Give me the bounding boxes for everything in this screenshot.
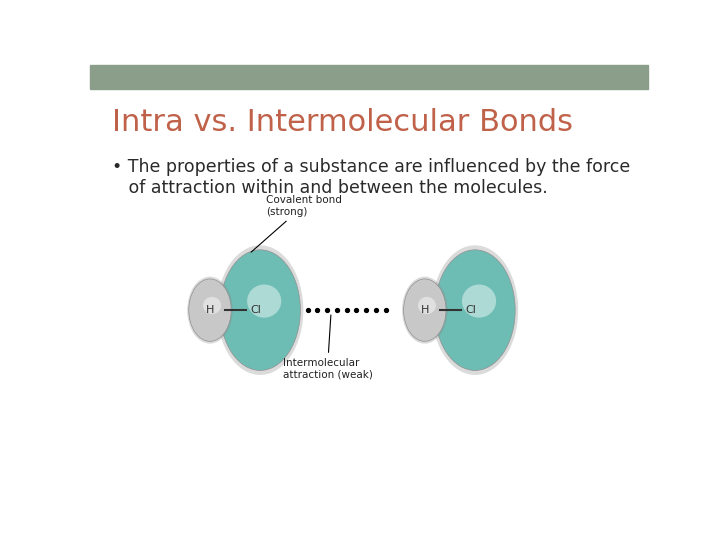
Text: H: H: [206, 305, 214, 315]
Text: Covalent bond
(strong): Covalent bond (strong): [251, 195, 342, 252]
Text: Intermolecular
attraction (weak): Intermolecular attraction (weak): [282, 315, 372, 380]
Text: Cl: Cl: [465, 305, 476, 315]
Ellipse shape: [217, 245, 303, 375]
Ellipse shape: [404, 279, 446, 341]
Text: of attraction within and between the molecules.: of attraction within and between the mol…: [112, 179, 548, 197]
Ellipse shape: [247, 285, 282, 318]
Ellipse shape: [220, 250, 300, 370]
Ellipse shape: [203, 297, 221, 314]
Text: Cl: Cl: [251, 305, 261, 315]
Ellipse shape: [402, 276, 448, 343]
Ellipse shape: [435, 250, 516, 370]
Ellipse shape: [189, 279, 231, 341]
Text: • The properties of a substance are influenced by the force: • The properties of a substance are infl…: [112, 158, 631, 177]
Ellipse shape: [432, 245, 518, 375]
Text: H: H: [420, 305, 429, 315]
Bar: [90, 65, 648, 89]
Text: Intra vs. Intermolecular Bonds: Intra vs. Intermolecular Bonds: [112, 109, 573, 138]
Ellipse shape: [187, 276, 233, 343]
Ellipse shape: [462, 285, 496, 318]
Ellipse shape: [418, 297, 436, 314]
